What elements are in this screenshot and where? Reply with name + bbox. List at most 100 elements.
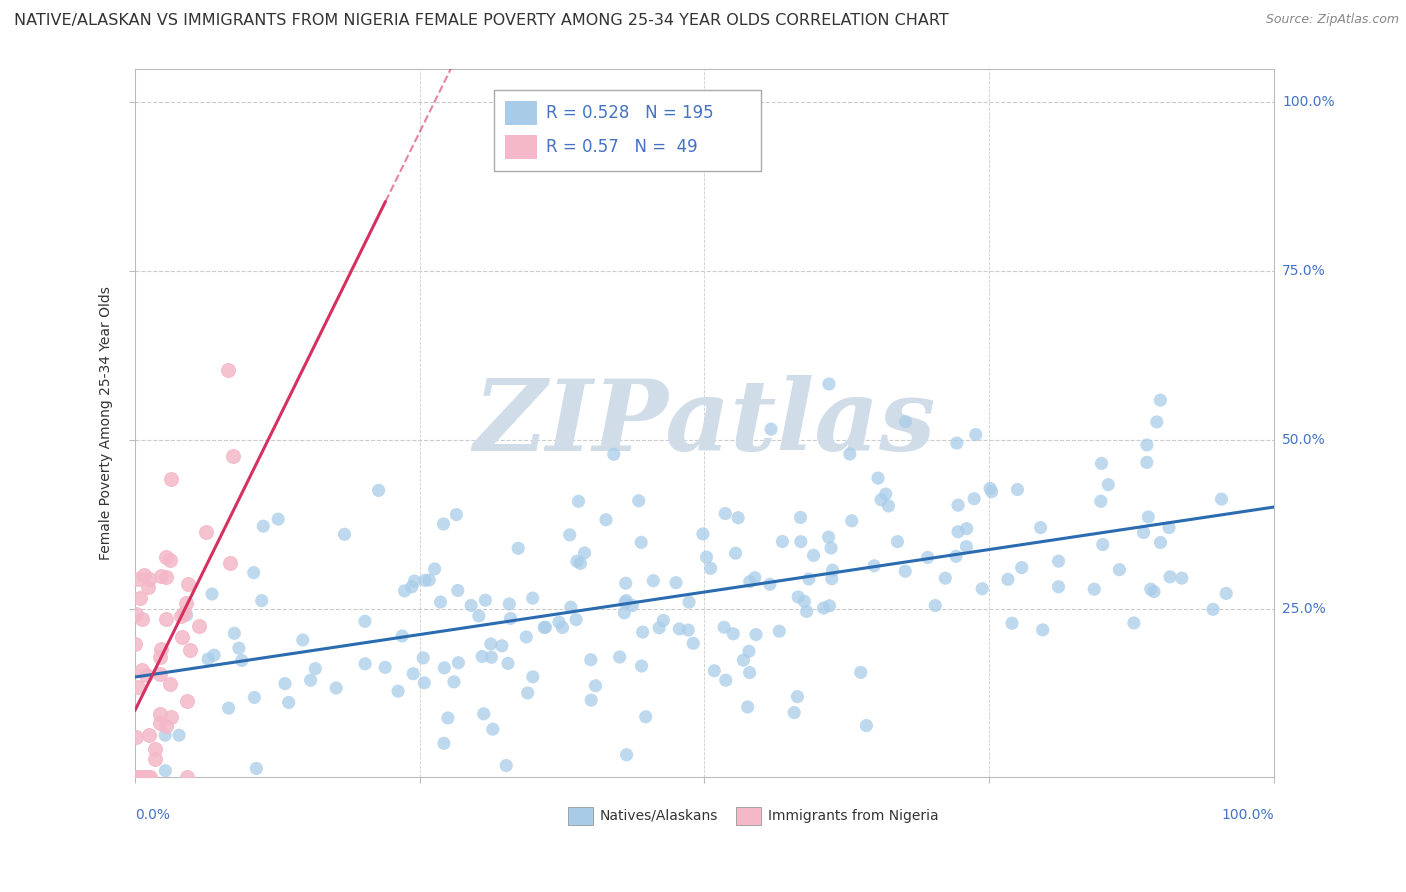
Point [394,583,416,598]
Point [404,574,426,588]
Point [534,620,557,634]
Point [367,483,389,498]
Text: 0.0%: 0.0% [135,808,170,822]
Point [194,525,217,540]
Point [924,599,946,613]
Point [1143,584,1166,599]
Text: Natives/Alaskans: Natives/Alaskans [599,809,718,822]
Point [423,562,446,576]
Point [737,700,759,714]
Point [1139,582,1161,597]
Point [127,771,149,785]
Point [446,508,468,522]
Point [614,593,637,607]
Point [1047,554,1070,568]
Point [838,447,860,461]
Point [956,522,979,536]
Point [1159,570,1181,584]
Point [433,736,456,750]
Point [934,571,956,585]
Point [886,534,908,549]
Point [143,751,166,765]
Point [668,622,690,636]
Y-axis label: Female Poverty Among 25-34 Year Olds: Female Poverty Among 25-34 Year Olds [100,286,114,560]
Point [565,554,588,568]
Point [614,576,637,591]
Point [548,615,571,630]
Point [443,674,465,689]
Point [413,574,436,588]
Point [567,494,589,508]
Point [155,719,177,733]
Point [128,591,150,606]
Point [197,652,219,666]
Point [304,662,326,676]
Point [1122,615,1144,630]
Point [131,612,153,626]
Point [1032,623,1054,637]
Text: NATIVE/ALASKAN VS IMMIGRANTS FROM NIGERIA FEMALE POVERTY AMONG 25-34 YEAR OLDS C: NATIVE/ALASKAN VS IMMIGRANTS FROM NIGERI… [14,13,949,29]
Point [143,742,166,756]
Point [391,629,413,643]
Point [817,530,839,544]
Point [1136,455,1159,469]
Point [498,597,520,611]
Point [139,771,162,785]
Point [167,728,190,742]
Point [1090,456,1112,470]
Point [134,771,156,785]
Point [499,611,522,625]
Point [291,632,314,647]
Point [787,590,810,604]
Point [877,499,900,513]
Point [678,595,700,609]
Point [714,507,737,521]
Point [565,613,588,627]
Point [401,580,423,594]
Point [723,627,745,641]
Text: 100.0%: 100.0% [1222,808,1274,822]
Point [551,620,574,634]
Text: R = 0.57   N =  49: R = 0.57 N = 49 [546,138,697,156]
Point [1215,586,1237,600]
Point [868,471,890,485]
Point [759,577,782,591]
Point [603,447,626,461]
Point [1029,520,1052,534]
Point [793,594,815,608]
Point [783,706,806,720]
Point [495,758,517,772]
Point [131,771,153,785]
Point [1083,582,1105,597]
Text: ZIPatlas: ZIPatlas [474,375,935,471]
Point [790,534,813,549]
Point [1097,477,1119,491]
Point [1047,580,1070,594]
Point [153,728,176,742]
Point [714,673,737,688]
Point [627,493,650,508]
Point [648,621,671,635]
Point [491,639,513,653]
FancyBboxPatch shape [568,806,593,825]
Point [796,604,818,618]
Point [946,436,969,450]
Text: 75.0%: 75.0% [1282,264,1326,278]
Point [515,630,537,644]
Point [946,498,969,512]
Point [733,653,755,667]
Point [703,664,725,678]
Point [634,710,657,724]
Text: Immigrants from Nigeria: Immigrants from Nigeria [768,809,939,822]
Point [894,564,917,578]
Point [1211,492,1233,507]
Point [745,627,768,641]
Point [127,572,149,586]
Point [786,690,808,704]
Point [1132,525,1154,540]
Point [354,615,377,629]
Point [738,665,761,680]
Point [1136,438,1159,452]
Point [574,546,596,560]
Point [159,553,181,567]
